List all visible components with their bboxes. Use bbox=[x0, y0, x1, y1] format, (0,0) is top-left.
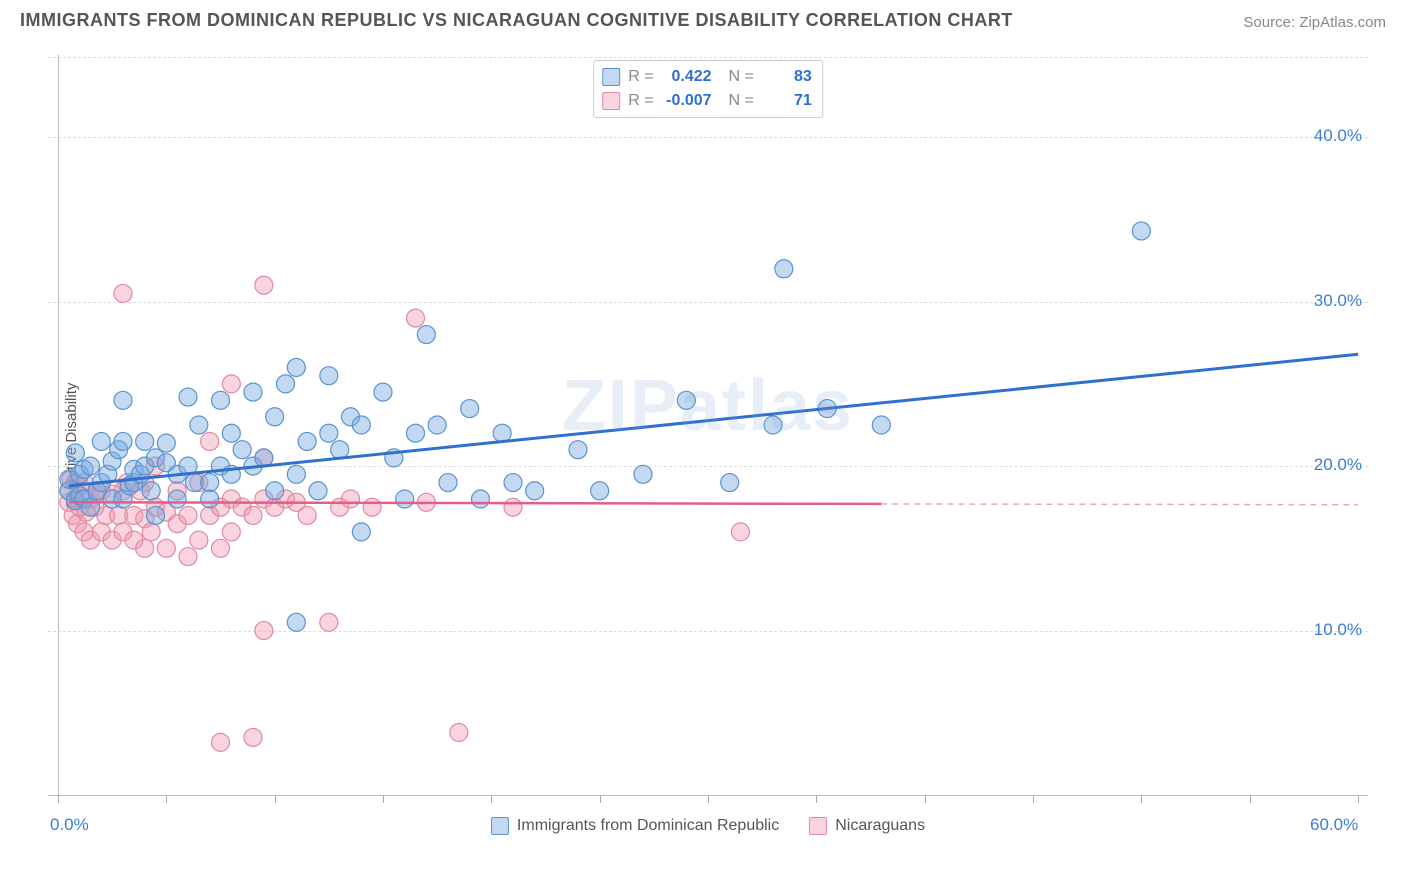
r-label: R = bbox=[628, 65, 653, 89]
y-tick-label: 10.0% bbox=[1314, 620, 1362, 640]
scatter-plot bbox=[48, 55, 1368, 835]
swatch-pink-icon bbox=[602, 92, 620, 110]
legend-stats-row-pink: R = -0.007 N = 71 bbox=[602, 89, 812, 113]
chart-title: IMMIGRANTS FROM DOMINICAN REPUBLIC VS NI… bbox=[20, 10, 1013, 31]
header-bar: IMMIGRANTS FROM DOMINICAN REPUBLIC VS NI… bbox=[0, 0, 1406, 35]
n-value-pink: 71 bbox=[762, 89, 812, 113]
n-label: N = bbox=[720, 89, 754, 113]
y-tick-label: 30.0% bbox=[1314, 291, 1362, 311]
swatch-blue-icon bbox=[491, 817, 509, 835]
legend-stats: R = 0.422 N = 83 R = -0.007 N = 71 bbox=[593, 60, 823, 118]
source-label: Source: bbox=[1243, 14, 1295, 31]
legend-series: Immigrants from Dominican Republic Nicar… bbox=[491, 817, 925, 835]
x-axis-min-label: 0.0% bbox=[50, 815, 89, 835]
source-value: ZipAtlas.com bbox=[1299, 14, 1386, 31]
legend-stats-row-blue: R = 0.422 N = 83 bbox=[602, 65, 812, 89]
x-axis-max-label: 60.0% bbox=[1310, 815, 1358, 835]
swatch-pink-icon bbox=[809, 817, 827, 835]
legend-item-pink: Nicaraguans bbox=[809, 817, 925, 835]
r-value-pink: -0.007 bbox=[662, 89, 712, 113]
r-value-blue: 0.422 bbox=[662, 65, 712, 89]
y-tick-label: 40.0% bbox=[1314, 126, 1362, 146]
chart-area: ZIPatlas R = 0.422 N = 83 R = -0.007 N =… bbox=[48, 55, 1368, 835]
y-tick-label: 20.0% bbox=[1314, 455, 1362, 475]
legend-item-blue: Immigrants from Dominican Republic bbox=[491, 817, 779, 835]
source-attribution: Source: ZipAtlas.com bbox=[1243, 14, 1386, 31]
swatch-blue-icon bbox=[602, 68, 620, 86]
r-label: R = bbox=[628, 89, 653, 113]
n-label: N = bbox=[720, 65, 754, 89]
series-name-blue: Immigrants from Dominican Republic bbox=[517, 817, 779, 835]
n-value-blue: 83 bbox=[762, 65, 812, 89]
series-name-pink: Nicaraguans bbox=[835, 817, 925, 835]
